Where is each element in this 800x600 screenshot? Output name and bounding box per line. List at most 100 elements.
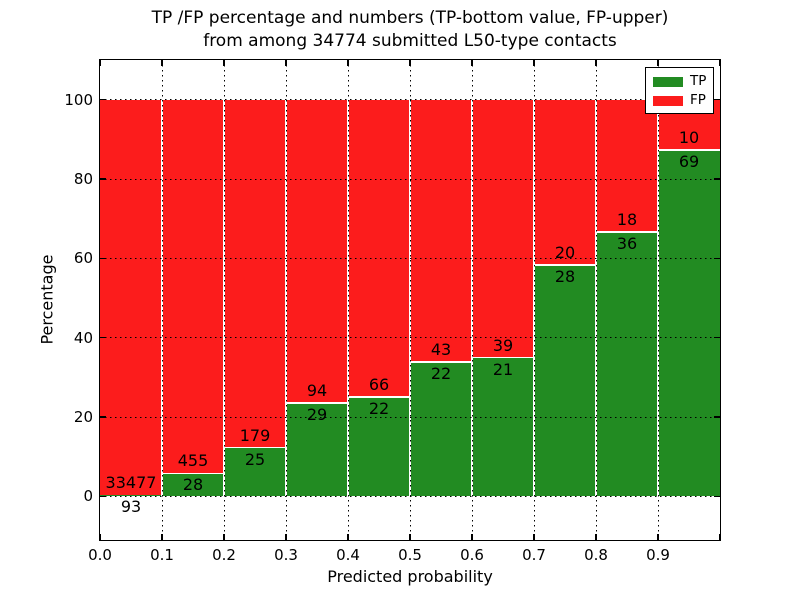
fp-bar-segment: [286, 99, 348, 403]
tp-bar-segment: [658, 149, 720, 497]
x-axis-label: Predicted probability: [327, 567, 493, 586]
fp-bar-segment: [472, 99, 534, 358]
tick-mark: [223, 60, 225, 66]
tp-count-label: 36: [616, 233, 638, 253]
x-tick-label: 0.0: [88, 546, 112, 564]
tick-mark: [285, 60, 287, 66]
chart-title-line1: TP /FP percentage and numbers (TP-bottom…: [151, 8, 669, 28]
tick-mark: [285, 534, 287, 540]
tick-mark: [471, 60, 473, 66]
y-tick-label: 0: [83, 487, 93, 506]
gridline-v: [657, 60, 659, 540]
tick-mark: [409, 534, 411, 540]
x-tick-label: 0.6: [460, 546, 484, 564]
tick-mark: [657, 60, 659, 66]
tick-mark: [657, 534, 659, 540]
tick-mark: [595, 60, 597, 66]
bar-boundary-line: [534, 264, 596, 266]
fp-count-label: 10: [678, 127, 700, 147]
tp-bar-segment: [596, 231, 658, 497]
fp-bar-segment: [596, 99, 658, 232]
tick-mark: [714, 416, 720, 418]
fp-bar-segment: [348, 99, 410, 398]
fp-count-label: 39: [492, 335, 514, 355]
plot-area: 33477 93 455 28 179 25 94 29 66 22 43 22 39 21 20 28 18 3…: [99, 59, 721, 541]
y-tick-label: 20: [73, 408, 93, 427]
x-tick-label: 0.1: [150, 546, 174, 564]
bar-boundary-line: [162, 472, 224, 475]
y-tick-label: 60: [73, 249, 93, 268]
x-tick-label: 0.4: [336, 546, 360, 564]
tick-mark: [347, 534, 349, 540]
tp-bar-segment: [286, 402, 348, 497]
bar-boundary-line: [596, 231, 658, 233]
y-tick-label: 40: [73, 328, 93, 347]
bar-boundary-line: [658, 149, 720, 151]
gridline-h: [100, 337, 720, 339]
tick-mark: [100, 495, 106, 498]
x-tick-label: 0.3: [274, 546, 298, 564]
tick-mark: [100, 98, 106, 101]
gridline-v: [285, 60, 287, 540]
tp-bar-segment: [410, 362, 472, 497]
legend-row: FP: [646, 91, 713, 110]
tick-mark: [161, 534, 163, 540]
tick-mark: [719, 60, 721, 66]
tick-mark: [347, 60, 349, 66]
tp-bar-segment: [348, 397, 410, 497]
gridline-v: [533, 60, 535, 540]
tick-mark: [533, 60, 535, 66]
tp-count-label: 21: [492, 359, 514, 379]
fp-count-label: 20: [554, 242, 576, 262]
fp-count-label: 43: [430, 340, 452, 360]
fp-bar-segment: [100, 99, 162, 496]
tick-mark: [100, 178, 106, 180]
fp-count-label: 455: [177, 451, 209, 471]
tp-bar-segment: [472, 357, 534, 497]
legend-row: TP: [646, 72, 713, 91]
y-tick-label: 80: [73, 170, 93, 188]
fp-bar-segment: [534, 99, 596, 265]
tick-mark: [471, 534, 473, 540]
x-tick-label: 0.2: [212, 546, 236, 564]
fp-count-label: 179: [239, 425, 271, 445]
tick-mark: [100, 336, 106, 339]
tick-mark: [714, 178, 720, 180]
tp-count-label: 22: [430, 364, 452, 384]
gridline-v: [347, 60, 349, 540]
fp-bar-segment: [224, 99, 286, 448]
tick-mark: [100, 257, 106, 260]
fp-bar-segment: [162, 99, 224, 474]
gridline-h: [100, 178, 720, 180]
tp-count-label: 29: [306, 404, 328, 424]
x-tick-label: 0.5: [398, 546, 422, 564]
fp-count-label: 18: [616, 209, 638, 229]
gridline-h: [100, 257, 720, 259]
x-tick-label: 0.7: [522, 546, 546, 564]
legend-swatch-fp: [653, 95, 683, 106]
x-tick-label: 0.9: [646, 546, 670, 564]
tick-mark: [714, 257, 720, 260]
fp-count-label: 33477: [105, 473, 157, 493]
gridline-h: [100, 495, 720, 497]
tp-bar-segment: [162, 473, 224, 497]
tick-mark: [409, 60, 411, 66]
tick-mark: [223, 534, 225, 540]
tp-count-label: 93: [120, 497, 142, 517]
tp-count-label: 22: [368, 399, 390, 419]
tick-mark: [719, 534, 721, 540]
gridline-h: [100, 99, 720, 101]
y-tick-label: 100: [64, 90, 93, 109]
fp-count-label: 94: [306, 380, 328, 400]
tick-mark: [714, 98, 720, 101]
tick-mark: [100, 416, 106, 418]
bar-boundary-line: [472, 356, 534, 359]
tp-count-label: 28: [182, 475, 204, 495]
bar-boundary-line: [410, 361, 472, 363]
gridline-v: [595, 60, 597, 540]
bar-boundary-line: [286, 402, 348, 404]
legend-label: FP: [690, 92, 706, 108]
tp-count-label: 25: [244, 449, 266, 469]
tick-mark: [99, 60, 101, 66]
